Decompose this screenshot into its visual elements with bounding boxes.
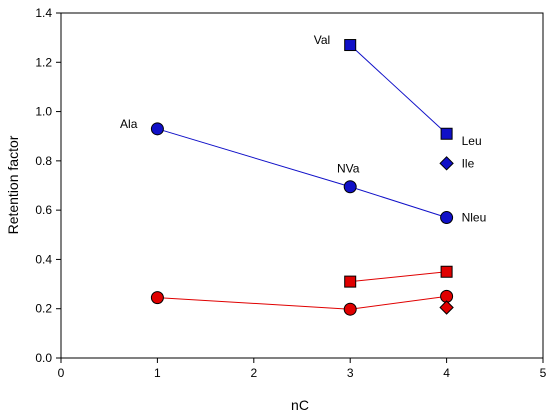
x-tick-label: 5 [540, 366, 547, 380]
x-tick-label: 0 [58, 366, 65, 380]
y-tick-label: 1.0 [35, 105, 52, 119]
series-points [150, 39, 454, 316]
point-label-ile: Ile [462, 156, 475, 170]
x-tick-label: 2 [250, 366, 257, 380]
blue-squares-square-point [344, 39, 357, 52]
point-label-ala: Ala [120, 117, 138, 131]
x-tick-label: 1 [154, 366, 161, 380]
red-circles-circle-point [150, 291, 164, 305]
y-tick-label: 0.4 [35, 252, 52, 266]
red-diamond-diamond-point [439, 300, 454, 315]
blue-squares-square-point [440, 127, 453, 140]
x-axis-title: nC [291, 397, 309, 413]
y-axis-title: Retention factor [5, 135, 21, 234]
point-label-val: Val [314, 33, 330, 47]
y-tick-label: 1.4 [35, 6, 52, 20]
x-tick-label: 4 [443, 366, 450, 380]
y-tick-label: 0.2 [35, 302, 52, 316]
y-tick-label: 0.0 [35, 351, 52, 365]
y-tick-label: 0.6 [35, 203, 52, 217]
point-label-nleu: Nleu [462, 211, 487, 225]
y-tick-label: 0.8 [35, 154, 52, 168]
red-squares-square-point [344, 275, 357, 288]
plot-frame [60, 12, 544, 359]
plot-area-border [60, 12, 544, 359]
red-circles-circle-point [343, 302, 357, 316]
blue-circles-circle-point [440, 211, 454, 225]
red-squares-line [350, 271, 447, 283]
y-tick-label: 1.2 [35, 55, 52, 69]
x-axis-ticks: 0 1 2 3 4 5 [58, 358, 547, 380]
red-squares-square-point [440, 265, 453, 278]
blue-circles-circle-point [150, 122, 164, 136]
point-labels: Ala NVa Nleu Val Leu Ile [120, 33, 486, 225]
blue-diamond-diamond-point [439, 156, 454, 171]
x-tick-label: 3 [347, 366, 354, 380]
blue-circles-circle-point [343, 180, 357, 194]
point-label-nva: NVa [337, 162, 360, 176]
blue-squares-line [349, 44, 447, 135]
y-axis-ticks: 0.0 0.2 0.4 0.6 0.8 1.0 1.2 1.4 [35, 6, 61, 365]
point-label-leu: Leu [462, 134, 482, 148]
